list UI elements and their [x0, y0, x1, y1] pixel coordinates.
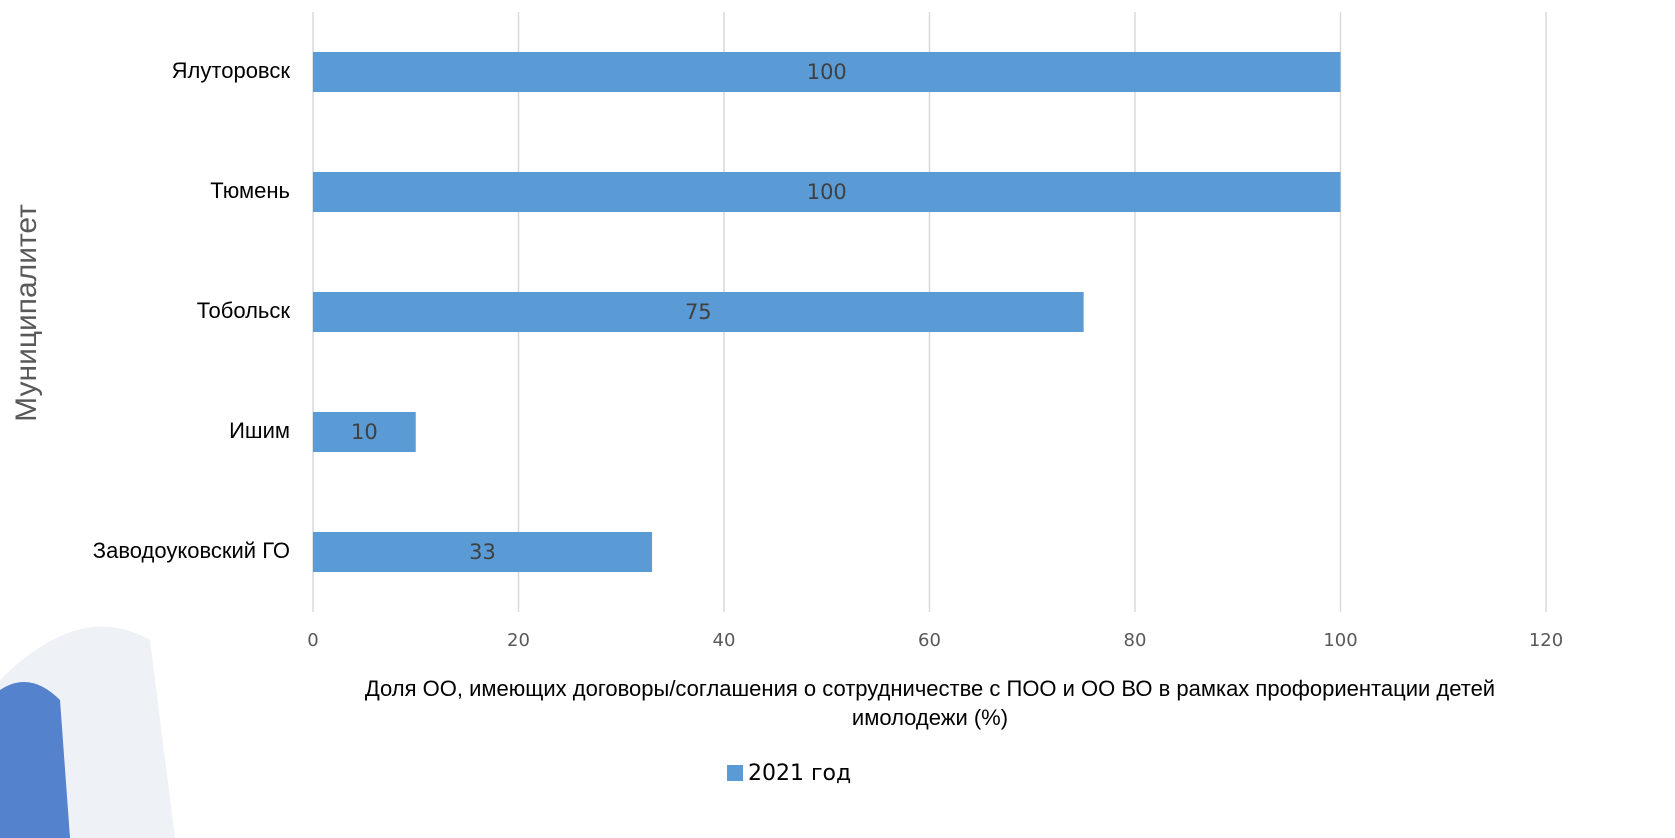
x-axis-title: Доля ОО, имеющих договоры/соглашения о с…	[364, 676, 1496, 730]
data-label: 75	[685, 300, 712, 324]
x-tick-label: 120	[1529, 630, 1563, 651]
x-tick-label: 40	[713, 630, 736, 651]
x-tick-label: 20	[507, 630, 530, 651]
bar	[313, 532, 653, 572]
x-tick-label: 0	[307, 630, 318, 651]
x-tick-label: 80	[1124, 630, 1147, 651]
y-tick-label: Ишим	[229, 418, 290, 443]
legend-label: 2021 год	[748, 761, 851, 786]
bar	[313, 292, 1084, 332]
bar	[313, 52, 1341, 92]
legend-swatch	[727, 765, 743, 781]
y-tick-label: Ялуторовск	[172, 58, 291, 83]
data-label: 10	[351, 420, 378, 444]
data-label: 100	[807, 180, 847, 204]
y-axis-title: Муниципалитет	[10, 204, 43, 422]
bar	[313, 172, 1341, 212]
data-label: 100	[807, 60, 847, 84]
x-tick-label: 100	[1323, 630, 1357, 651]
data-label: 33	[469, 540, 496, 564]
y-tick-label: Тобольск	[197, 298, 291, 323]
y-tick-label: Заводоуковский ГО	[93, 538, 290, 563]
bar	[313, 412, 416, 452]
y-tick-label: Тюмень	[210, 178, 290, 203]
x-tick-label: 60	[918, 630, 941, 651]
decoration	[0, 682, 70, 838]
